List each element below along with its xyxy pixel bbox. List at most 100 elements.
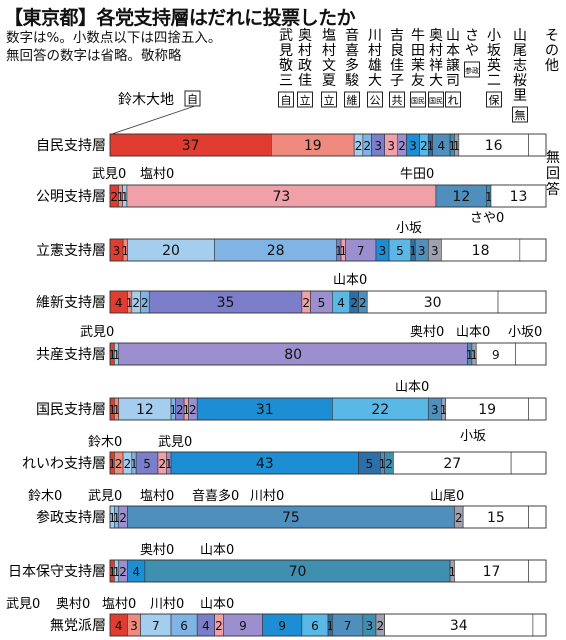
data-label: 9 — [492, 348, 500, 362]
outside-label: 川村0 — [150, 597, 184, 612]
data-label: 75 — [282, 510, 300, 526]
data-label: 1 — [470, 348, 478, 362]
candidate-header-char: 祥 — [429, 58, 443, 74]
candidate-header-char: 田 — [411, 43, 425, 59]
data-label: 1 — [466, 348, 474, 362]
outside-label: 武見0 — [92, 167, 126, 182]
data-label: 2 — [350, 296, 358, 310]
data-label: 1 — [440, 403, 448, 417]
data-label: 3 — [431, 244, 439, 258]
party-mark-box — [486, 91, 502, 108]
data-label: 80 — [284, 347, 302, 363]
candidate-header-char: 夏 — [322, 73, 336, 89]
outside-label: 山本0 — [395, 380, 429, 395]
party-mark: 自 — [187, 93, 198, 106]
data-label: 2 — [176, 403, 184, 417]
data-label: 12 — [136, 402, 154, 418]
data-label: 5 — [366, 457, 374, 471]
data-label: 1 — [108, 457, 116, 471]
data-label: 2 — [158, 457, 166, 471]
outside-label: 小坂0 — [508, 325, 542, 340]
outside-label: 塩村0 — [140, 167, 174, 182]
data-label: 7 — [152, 619, 160, 633]
data-label: 1 — [169, 403, 177, 417]
candidate-header-char: 他 — [545, 58, 559, 74]
row-label: 参政支持層 — [36, 509, 106, 526]
candidate-header-char: 吉 — [390, 28, 404, 44]
row-label: 公明支持層 — [36, 189, 106, 205]
candidate-header-char: 多 — [345, 57, 359, 74]
candidate-header-char: 大 — [429, 73, 443, 89]
data-label: 2 — [398, 139, 406, 153]
data-label: 30 — [424, 295, 442, 311]
data-label: 1 — [108, 511, 116, 525]
row-label: 日本保守支持層 — [8, 564, 106, 580]
data-label: 16 — [485, 138, 503, 154]
candidate-header-char: 文 — [322, 58, 336, 74]
row-label: 無党派層 — [50, 618, 106, 634]
leader-line — [111, 105, 196, 135]
outside-label: 山本0 — [200, 597, 234, 612]
candidate-header-char: 政 — [298, 58, 312, 74]
data-label: 3 — [418, 244, 426, 258]
candidate-header-char: 佳 — [390, 58, 404, 74]
candidate-header-char: そ — [545, 28, 559, 44]
candidate-header-char: 三 — [279, 73, 293, 89]
candidate-header-char: 友 — [411, 73, 425, 89]
party-mark-box — [297, 91, 313, 108]
data-label: 2 — [110, 190, 118, 204]
data-label: 4 — [115, 619, 123, 633]
row-label: 自民支持層 — [36, 138, 106, 154]
outside-label: 小坂 — [396, 221, 422, 236]
bar-outline — [109, 613, 547, 637]
candidate-header-char: 村 — [429, 43, 443, 59]
candidate-header-char: 尾 — [513, 43, 527, 59]
party-mark: れ — [448, 94, 459, 107]
bar-outline — [109, 505, 547, 529]
data-label: 9 — [239, 619, 247, 633]
data-label: 2 — [376, 619, 384, 633]
data-label: 1 — [448, 565, 456, 579]
party-mark-box — [389, 91, 405, 108]
data-label: 12 — [452, 189, 470, 205]
data-label: 3 — [113, 244, 121, 258]
row-label: 国民支持層 — [36, 402, 106, 418]
outside-label: 奥村0 — [410, 325, 444, 340]
party-mark-box — [428, 91, 444, 108]
outside-label: 鈴木0 — [88, 435, 122, 450]
data-label: 1 — [335, 244, 343, 258]
data-label: 1 — [182, 403, 190, 417]
party-mark: 国民 — [429, 97, 443, 105]
data-label: 20 — [162, 243, 180, 259]
outside-label: 川村0 — [250, 489, 284, 504]
party-mark: 共 — [392, 94, 403, 107]
no-answer-segment — [497, 290, 547, 314]
party-mark: 立 — [324, 93, 335, 107]
data-label: 6 — [311, 619, 319, 633]
data-label: 28 — [267, 243, 285, 259]
candidate-header-char: 塩 — [322, 28, 336, 44]
data-label: 1 — [121, 244, 129, 258]
data-label: 1 — [165, 457, 173, 471]
data-label: 2 — [115, 457, 123, 471]
outside-label: 山尾0 — [430, 489, 464, 504]
data-label: 1 — [130, 457, 138, 471]
outside-label: 牛田0 — [400, 167, 434, 182]
bar-outline — [109, 451, 547, 475]
no-answer-segment — [528, 397, 547, 421]
data-label: 17 — [483, 564, 501, 580]
data-label: 13 — [510, 189, 528, 205]
data-label: 3 — [379, 244, 387, 258]
data-label: 1 — [113, 511, 121, 525]
data-label: 3 — [387, 139, 395, 153]
data-label: 37 — [182, 138, 200, 154]
party-mark-box — [278, 91, 294, 108]
candidate-header-char: 小 — [487, 28, 501, 44]
data-label: 1 — [409, 244, 417, 258]
candidate-header-char: 見 — [279, 43, 293, 59]
data-label: 1 — [113, 565, 121, 579]
data-label: 35 — [217, 295, 235, 311]
row-label: 立憲支持層 — [36, 242, 106, 259]
party-mark: 無 — [515, 108, 526, 122]
outside-label: 武見0 — [80, 325, 114, 340]
